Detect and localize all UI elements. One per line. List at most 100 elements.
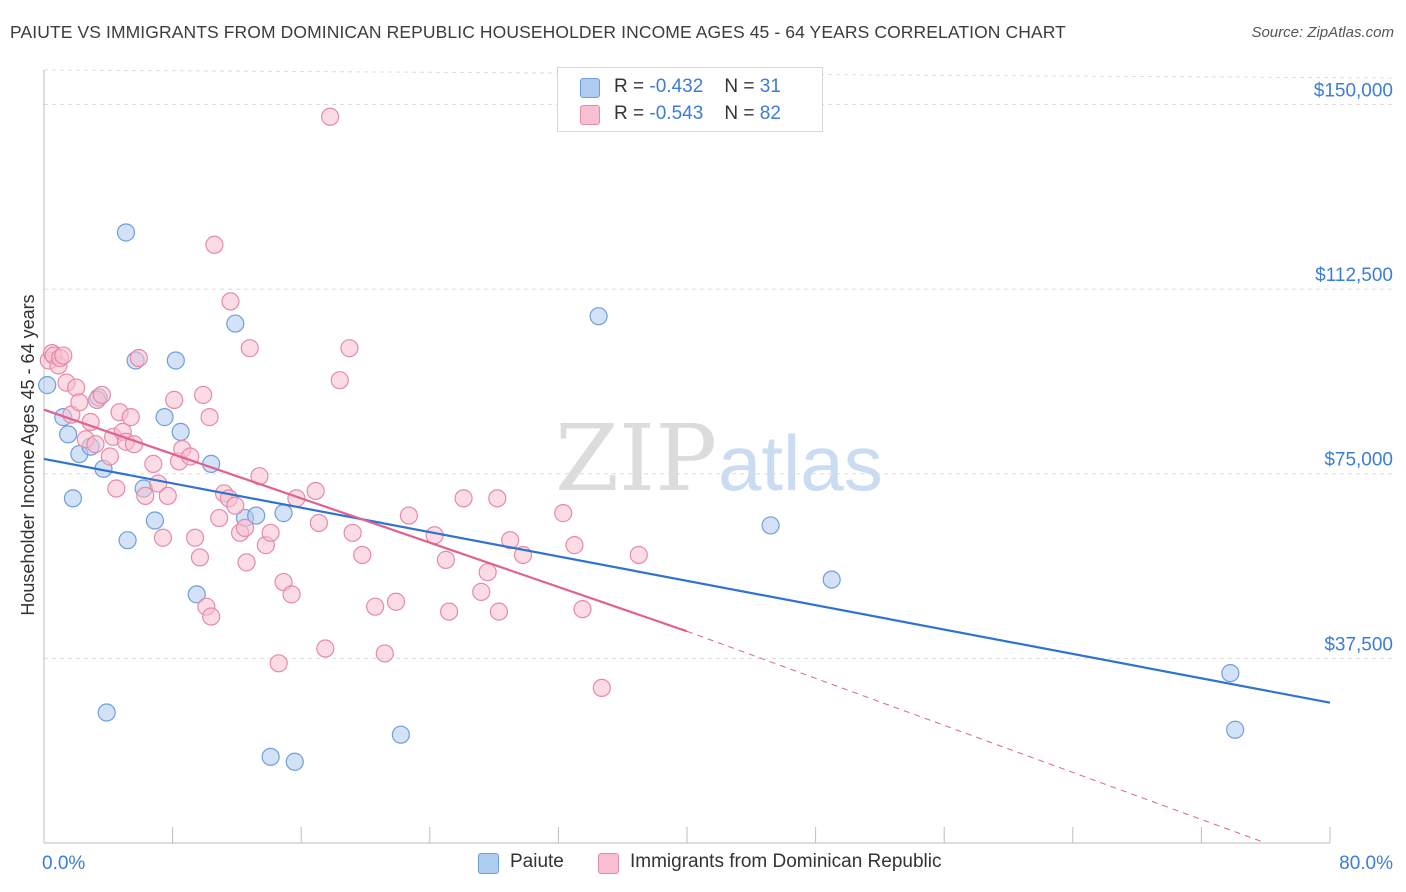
paiute-point xyxy=(116,223,136,242)
dominican-point xyxy=(129,348,148,368)
paiute-point xyxy=(1226,720,1245,739)
dominican-point xyxy=(399,506,419,525)
dominican-point xyxy=(386,592,406,611)
dominican-point xyxy=(366,597,385,616)
axes xyxy=(43,70,1331,844)
paiute-point xyxy=(589,307,608,326)
dominican-point xyxy=(202,607,221,626)
paiute-point xyxy=(261,747,280,766)
dominican-point xyxy=(235,518,255,537)
dominican-point xyxy=(158,486,177,505)
dominican-point xyxy=(282,585,301,604)
paiute-point xyxy=(187,585,206,604)
paiute-point xyxy=(226,314,245,333)
y-tick-label: $75,000 xyxy=(1324,450,1393,471)
dominican-point xyxy=(205,235,224,254)
dominican-point xyxy=(269,654,288,673)
dominican-point xyxy=(592,678,611,698)
paiute-point xyxy=(118,531,137,550)
dominican-point xyxy=(472,582,491,601)
watermark: ZIP atlas xyxy=(555,405,883,512)
paiute-point xyxy=(38,376,57,395)
dominican-point xyxy=(478,563,497,582)
x-tick-label-max: 80.0% xyxy=(1339,853,1393,874)
dominican-point xyxy=(67,378,86,397)
paiute-point xyxy=(171,422,190,441)
dominican-point xyxy=(210,508,229,528)
legend-n-value-paiute: 31 xyxy=(759,76,781,97)
paiute-point xyxy=(63,489,83,508)
x-tick-label-min: 0.0% xyxy=(42,853,85,874)
legend-n-label: N = xyxy=(724,76,755,97)
paiute-point xyxy=(391,725,410,744)
dominican-point xyxy=(70,393,89,412)
bottom-legend-swatch-pink xyxy=(598,853,619,874)
legend-r-value-paiute: -0.432 xyxy=(649,76,704,97)
dominican-point xyxy=(136,486,155,505)
bottom-legend-label-dominican: Immigrants from Dominican Republic xyxy=(630,851,942,872)
paiute-point xyxy=(166,351,185,370)
dominican-trend-extension xyxy=(686,630,1266,844)
dominican-point xyxy=(153,528,173,547)
paiute-point xyxy=(822,570,841,589)
paiute-point xyxy=(1221,664,1240,683)
source-credit: Source: ZipAtlas.com xyxy=(1251,24,1394,41)
bottom-legend-swatch-blue xyxy=(478,853,499,874)
dominican-point xyxy=(565,536,584,555)
dominican-point xyxy=(353,545,372,565)
watermark-atlas: atlas xyxy=(718,419,883,507)
dominican-point xyxy=(237,553,256,572)
dominican-point xyxy=(221,292,240,311)
y-tick-label: $150,000 xyxy=(1314,80,1393,101)
legend-r-value-dominican: -0.543 xyxy=(649,103,704,124)
dominican-point xyxy=(501,531,520,550)
y-axis-title: Householder Income Ages 45 - 64 years xyxy=(18,294,38,615)
dominican-point xyxy=(86,435,105,454)
correlation-legend: R = -0.432 N = 31 R = -0.543 N = 82 xyxy=(557,67,823,132)
dominican-point xyxy=(121,408,140,427)
legend-r-label: R = xyxy=(614,103,645,124)
paiute-trend-line xyxy=(43,457,1331,704)
legend-r-label: R = xyxy=(614,76,645,97)
dominican-point xyxy=(306,481,325,501)
dominican-point xyxy=(144,454,163,473)
dominican-point xyxy=(226,496,245,515)
y-tick-label: $37,500 xyxy=(1324,634,1393,655)
dominican-point xyxy=(240,339,259,358)
dominican-point xyxy=(321,107,340,126)
dominican-point xyxy=(375,644,394,663)
legend-n-label: N = xyxy=(724,103,755,124)
paiute-point xyxy=(145,511,165,530)
paiute-point xyxy=(247,506,266,525)
chart-title: PAIUTE VS IMMIGRANTS FROM DOMINICAN REPU… xyxy=(10,22,1066,42)
dominican-point xyxy=(489,602,509,621)
paiute-point xyxy=(59,425,78,444)
dominican-point xyxy=(309,513,328,533)
dominican-point xyxy=(330,371,349,390)
dominican-point xyxy=(554,504,573,523)
dominican-point xyxy=(261,523,280,542)
dominican-point xyxy=(454,489,473,508)
paiute-point xyxy=(285,752,304,771)
bottom-legend-label-paiute: Paiute xyxy=(510,851,564,872)
dominican-point xyxy=(54,346,73,365)
dominican-point xyxy=(573,600,592,619)
y-tick-label: $112,500 xyxy=(1315,265,1393,286)
dominican-point xyxy=(436,550,455,569)
dominican-point xyxy=(629,545,648,565)
paiute-point xyxy=(97,703,116,722)
paiute-point xyxy=(155,408,174,427)
legend-swatch-pink xyxy=(580,105,600,125)
dominican-point xyxy=(488,489,507,508)
dominican-point xyxy=(100,447,120,466)
axis-labels: $37,500 $75,000 $112,500 $150,000 0.0% 80.0% xyxy=(42,80,1393,874)
paiute-point xyxy=(274,504,293,523)
dominican-point xyxy=(194,385,213,405)
dominican-point xyxy=(190,548,210,567)
legend-swatch-blue xyxy=(580,78,600,98)
paiute-point xyxy=(761,516,780,535)
dominican-point xyxy=(92,385,111,405)
legend-n-value-dominican: 82 xyxy=(759,103,781,124)
dominican-point xyxy=(200,408,219,427)
